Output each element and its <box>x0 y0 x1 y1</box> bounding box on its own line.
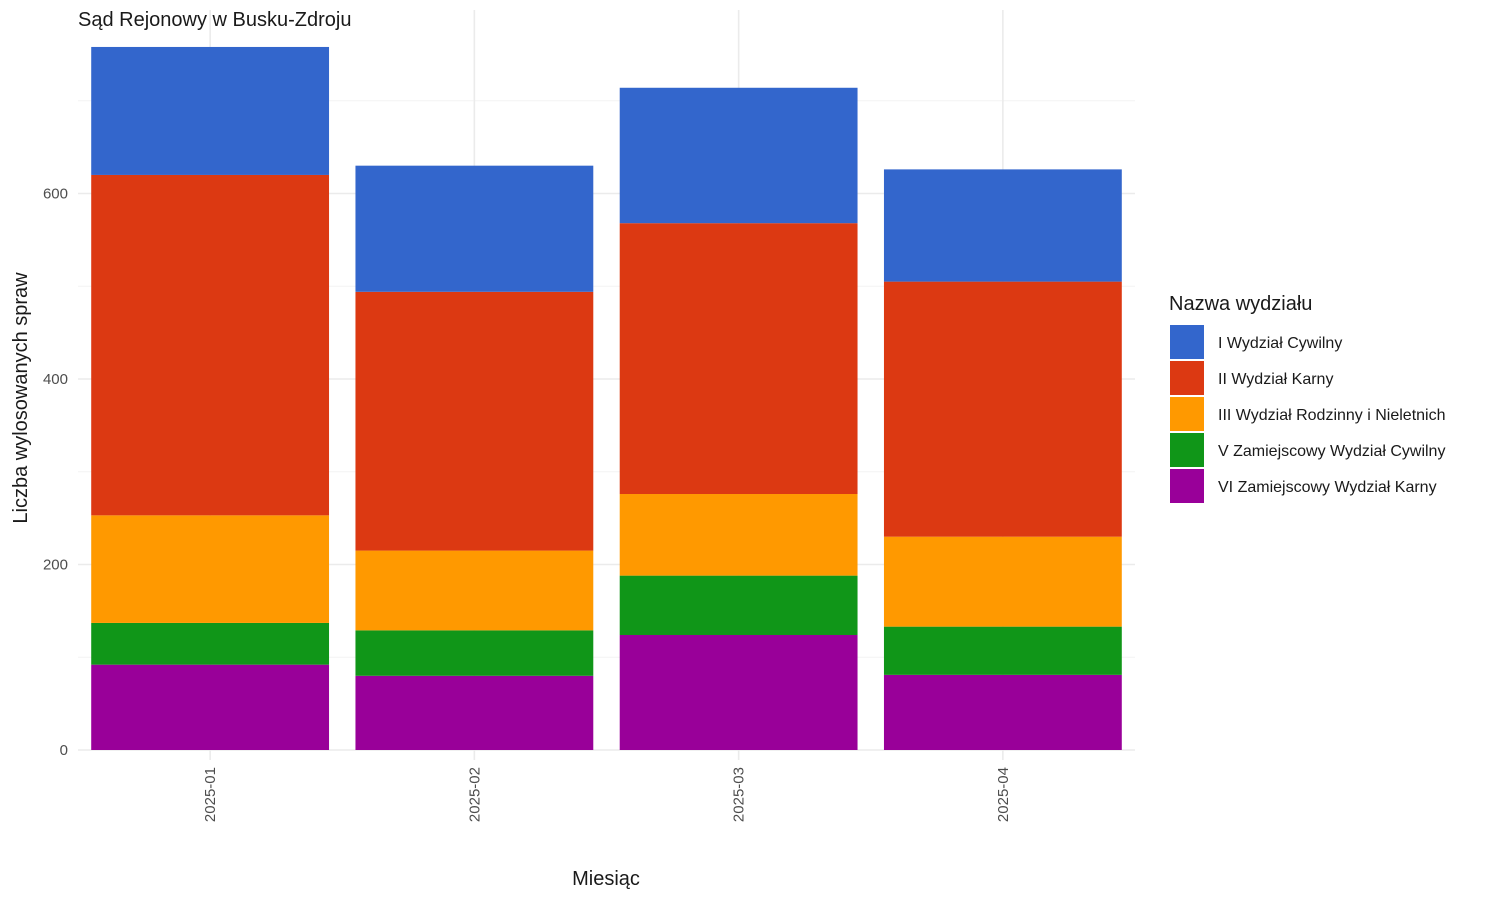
bar-segment <box>355 291 594 551</box>
bar-segment <box>91 515 330 623</box>
bar-segment <box>91 622 330 665</box>
legend-swatch <box>1170 361 1204 395</box>
legend-label: V Zamiejscowy Wydział Cywilny <box>1218 443 1445 460</box>
legend-swatch <box>1170 433 1204 467</box>
legend-label: I Wydział Cywilny <box>1218 335 1342 352</box>
x-tick-label: 2025-01 <box>202 767 219 822</box>
y-axis-ticks: 0 200 400 600 <box>43 186 68 760</box>
chart-title: Sąd Rejonowy w Busku-Zdroju <box>78 9 351 31</box>
bar-segment <box>619 87 858 224</box>
bar-segment <box>883 169 1122 282</box>
legend-title: Nazwa wydziału <box>1169 293 1312 315</box>
legend-label: II Wydział Karny <box>1218 371 1333 388</box>
bar-segment <box>91 46 330 175</box>
legend: Nazwa wydziału I Wydział Cywilny II Wydzi… <box>1169 293 1446 503</box>
y-tick-label: 400 <box>43 371 68 388</box>
y-tick-label: 200 <box>43 557 68 574</box>
bar-segment <box>883 626 1122 675</box>
legend-items: I Wydział Cywilny II Wydział Karny III Wyd… <box>1170 325 1446 503</box>
bar-segment <box>883 281 1122 537</box>
bars <box>91 46 1122 750</box>
y-tick-label: 0 <box>60 742 68 759</box>
bar-segment <box>619 223 858 495</box>
bar-segment <box>883 536 1122 627</box>
legend-swatch <box>1170 397 1204 431</box>
bar-segment <box>619 494 858 576</box>
bar-segment <box>619 575 858 635</box>
bar-segment <box>355 550 594 631</box>
legend-swatch <box>1170 325 1204 359</box>
x-axis-ticks: 2025-01 2025-02 2025-03 2025-04 <box>202 767 1012 822</box>
x-tick-label: 2025-02 <box>466 767 483 822</box>
bar-segment <box>91 664 330 750</box>
x-tick-label: 2025-04 <box>995 767 1012 822</box>
y-tick-label: 600 <box>43 186 68 203</box>
bar-segment <box>883 674 1122 750</box>
bar-segment <box>355 165 594 292</box>
bar-segment <box>91 174 330 516</box>
bar-segment <box>355 630 594 676</box>
bar-segment <box>619 634 858 750</box>
y-axis-title: Liczba wylosowanych spraw <box>10 272 32 524</box>
legend-label: VI Zamiejscowy Wydział Karny <box>1218 479 1437 496</box>
legend-label: III Wydział Rodzinny i Nieletnich <box>1218 407 1446 424</box>
x-tick-label: 2025-03 <box>731 767 748 822</box>
bar-segment <box>355 675 594 750</box>
x-axis-title: Miesiąc <box>572 868 640 890</box>
legend-swatch <box>1170 469 1204 503</box>
